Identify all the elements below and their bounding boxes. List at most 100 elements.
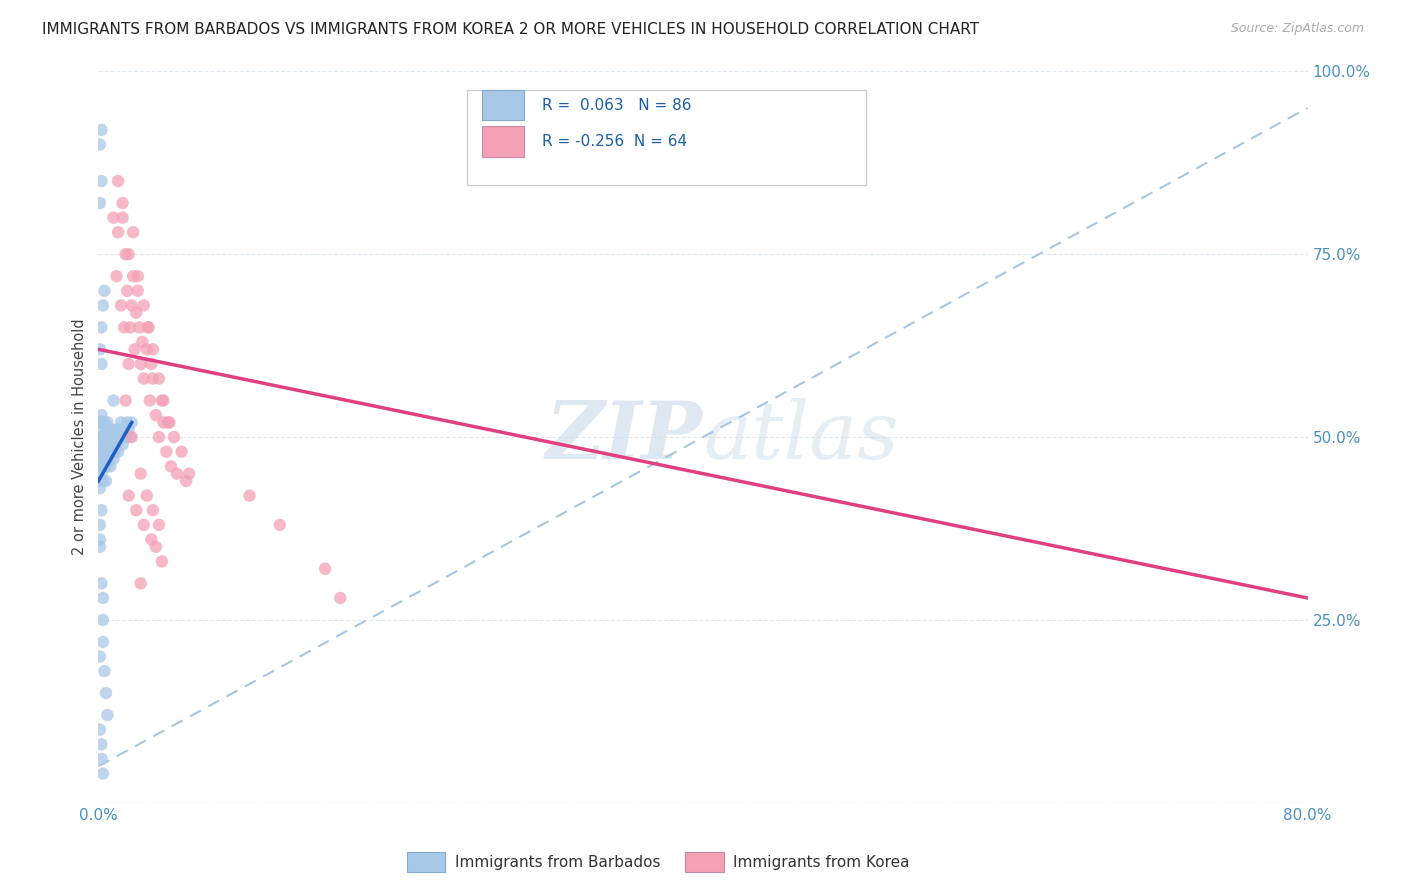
Point: [174, 474, 197, 488]
Point: [115, 416, 138, 430]
Point: [100, 430, 122, 444]
Point: [89, 343, 111, 357]
Point: [89, 416, 111, 430]
Point: [91, 766, 114, 780]
Point: [145, 540, 167, 554]
Point: [103, 452, 125, 467]
Point: [104, 430, 127, 444]
Point: [94, 452, 117, 467]
Point: [128, 320, 150, 334]
Point: [93, 452, 115, 467]
Point: [94, 474, 117, 488]
Point: [148, 517, 170, 532]
Point: [93, 664, 115, 678]
Point: [159, 416, 181, 430]
Point: [90, 357, 112, 371]
Point: [91, 444, 114, 458]
Point: [120, 320, 142, 334]
Point: [91, 459, 114, 474]
Point: [156, 416, 179, 430]
Point: [91, 430, 114, 444]
Point: [114, 430, 136, 444]
Point: [107, 174, 129, 188]
Point: [108, 430, 131, 444]
Point: [96, 708, 118, 723]
Point: [118, 423, 141, 437]
Point: [90, 123, 112, 137]
Point: [96, 444, 118, 458]
Point: [89, 459, 111, 474]
Point: [269, 517, 291, 532]
Point: [107, 444, 129, 458]
Point: [93, 430, 115, 444]
Point: [170, 444, 193, 458]
Point: [152, 416, 174, 430]
Point: [90, 467, 112, 481]
Point: [93, 416, 115, 430]
Point: [127, 269, 149, 284]
Point: [142, 371, 165, 385]
Point: [114, 247, 136, 261]
Point: [136, 320, 159, 334]
Point: [120, 430, 142, 444]
Point: [112, 423, 135, 437]
Point: [96, 416, 118, 430]
Point: [121, 416, 143, 430]
Point: [118, 489, 141, 503]
Point: [111, 211, 134, 225]
Point: [129, 576, 152, 591]
Text: IMMIGRANTS FROM BARBADOS VS IMMIGRANTS FROM KOREA 2 OR MORE VEHICLES IN HOUSEHOL: IMMIGRANTS FROM BARBADOS VS IMMIGRANTS F…: [42, 22, 980, 37]
Point: [91, 437, 114, 451]
Point: [125, 306, 148, 320]
Point: [90, 452, 112, 467]
Point: [91, 474, 114, 488]
Point: [98, 452, 121, 467]
Point: [98, 423, 121, 437]
Point: [135, 489, 157, 503]
Point: [141, 357, 163, 371]
Point: [141, 533, 163, 547]
Point: [112, 320, 135, 334]
Point: [94, 437, 117, 451]
Point: [90, 174, 112, 188]
Point: [160, 459, 183, 474]
Point: [89, 137, 111, 152]
Point: [142, 343, 165, 357]
Point: [107, 225, 129, 239]
Point: [91, 416, 114, 430]
Point: [179, 467, 201, 481]
Point: [91, 298, 114, 312]
Point: [129, 357, 152, 371]
Point: [103, 393, 125, 408]
Point: [132, 371, 155, 385]
Point: [145, 408, 167, 422]
Point: [329, 591, 352, 605]
Point: [115, 284, 138, 298]
Point: [89, 474, 111, 488]
Point: [122, 269, 145, 284]
Text: Immigrants from Korea: Immigrants from Korea: [734, 855, 910, 870]
Point: [124, 343, 146, 357]
Text: ZIP: ZIP: [546, 399, 703, 475]
Point: [90, 423, 112, 437]
Point: [135, 343, 157, 357]
Text: atlas: atlas: [703, 399, 898, 475]
Point: [100, 459, 122, 474]
Point: [89, 517, 111, 532]
Point: [121, 430, 143, 444]
Point: [90, 576, 112, 591]
Point: [89, 430, 111, 444]
Point: [105, 269, 128, 284]
Point: [94, 686, 117, 700]
Point: [89, 481, 111, 495]
Point: [89, 533, 111, 547]
Point: [132, 298, 155, 312]
Point: [89, 196, 111, 211]
Point: [89, 723, 111, 737]
Point: [89, 452, 111, 467]
Point: [136, 320, 159, 334]
Point: [314, 562, 336, 576]
Point: [150, 554, 173, 568]
Point: [118, 247, 141, 261]
Point: [166, 467, 188, 481]
